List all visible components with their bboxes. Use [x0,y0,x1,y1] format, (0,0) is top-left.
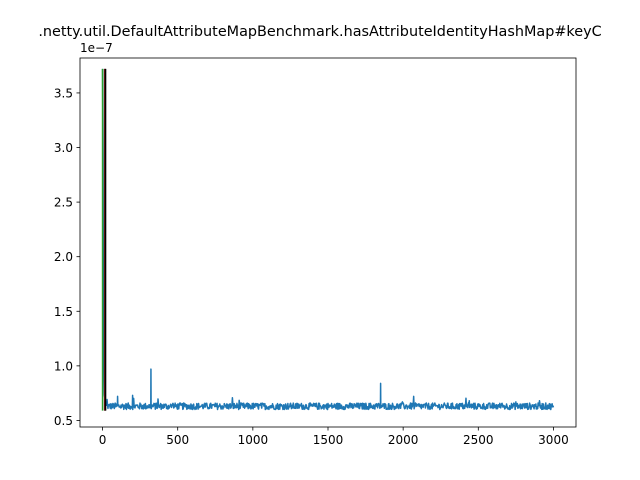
x-tick-label: 500 [166,433,189,447]
series-line-0 [101,68,555,411]
x-tick-label: 3000 [538,433,569,447]
x-tick-label: 2000 [388,433,419,447]
y-tick-label: 0.5 [54,414,73,428]
chart-title: .netty.util.DefaultAttributeMapBenchmark… [38,24,601,40]
x-tick-label: 2500 [463,433,494,447]
x-tick-label: 0 [99,433,107,447]
y-tick-label: 3.0 [54,141,73,155]
y-tick-label: 1.5 [54,305,73,319]
x-axis: 0 500 1000 1500 2000 2500 3000 [99,427,569,447]
x-tick-label: 1000 [238,433,269,447]
y-tick-label: 2.0 [54,250,73,264]
y-tick-label: 1.0 [54,359,73,373]
y-tick-label: 2.5 [54,196,73,210]
x-tick-label: 1500 [313,433,344,447]
plot-area [101,68,555,411]
y-axis: 0.5 1.0 1.5 2.0 2.5 3.0 3.5 [54,86,80,428]
y-offset-label: 1e−7 [80,41,113,55]
y-tick-label: 3.5 [54,86,73,100]
